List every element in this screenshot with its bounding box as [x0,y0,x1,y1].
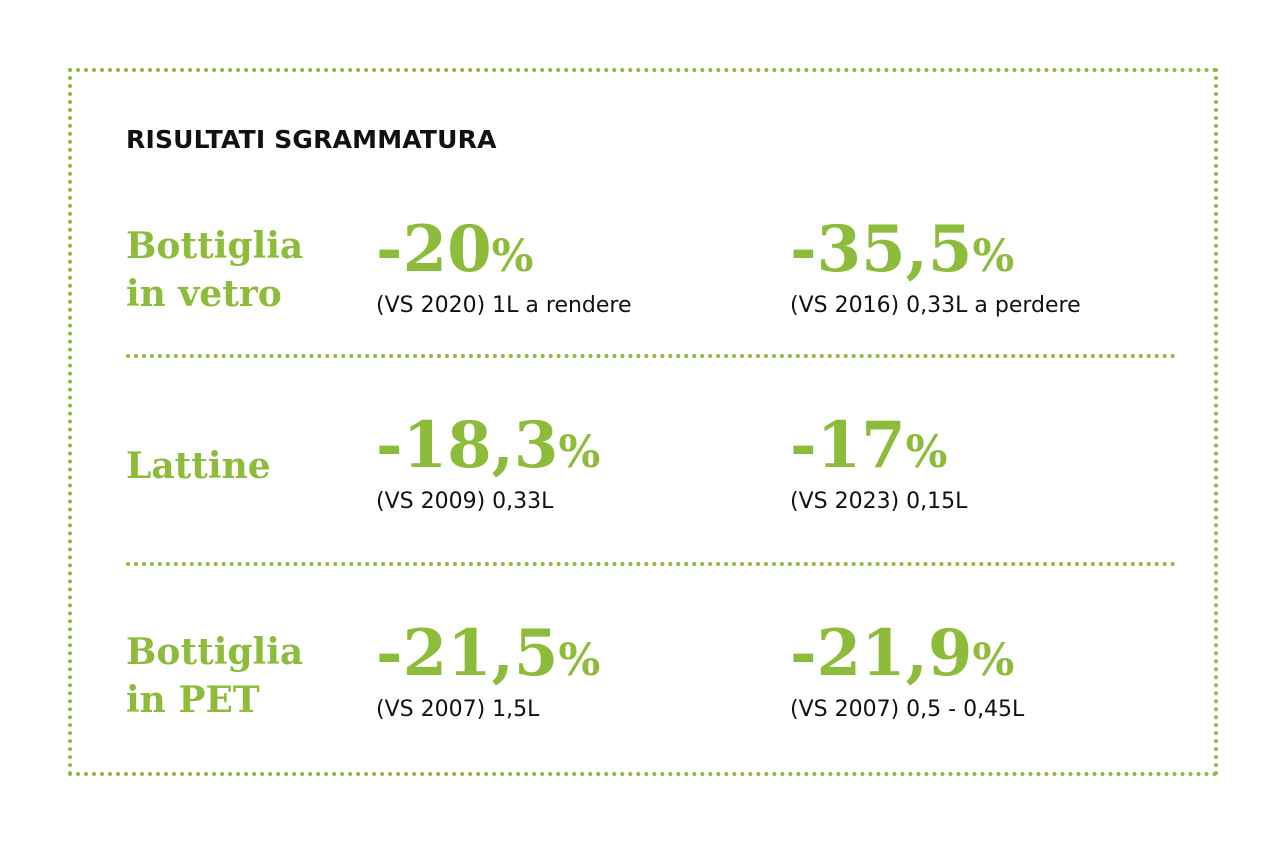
stat-value: -18,3% [376,408,601,483]
stat-note: (VS 2007) 1,5L [376,697,540,722]
stat-value: -21,5% [376,616,601,691]
stat-note: (VS 2007) 0,5 - 0,45L [790,697,1025,722]
stat-block: -20% (VS 2020) 1L a rendere [376,218,632,321]
category-label: Bottiglia in PET [126,631,304,721]
stat-note: (VS 2020) 1L a rendere [376,293,632,318]
stat-value: -20% [376,212,534,287]
stat-note: (VS 2016) 0,33L a perdere [790,293,1081,318]
percent-sign: % [972,231,1015,282]
category-label: Bottiglia in vetro [126,225,304,315]
percent-sign: % [558,427,601,478]
stat-note: (VS 2023) 0,15L [790,489,968,514]
percent-sign: % [905,427,948,478]
stat-value: -17% [790,408,948,483]
category-label: Lattine [126,445,271,487]
stat-block: -35,5% (VS 2016) 0,33L a perdere [790,218,1081,321]
page-title: RISULTATI SGRAMMATURA [126,125,497,154]
stat-block: -18,3% (VS 2009) 0,33L [376,414,600,517]
stat-note: (VS 2009) 0,33L [376,489,554,514]
stat-block: -21,9% (VS 2007) 0,5 - 0,45L [790,622,1024,725]
percent-sign: % [491,231,534,282]
percent-sign: % [972,635,1015,686]
stat-block: -21,5% (VS 2007) 1,5L [376,622,600,725]
stat-block: -17% (VS 2023) 0,15L [790,414,967,517]
stat-value: -35,5% [790,212,1015,287]
row-divider [126,562,1176,566]
percent-sign: % [558,635,601,686]
row-divider [126,354,1176,358]
dotted-frame [68,68,1218,776]
stat-value: -21,9% [790,616,1015,691]
